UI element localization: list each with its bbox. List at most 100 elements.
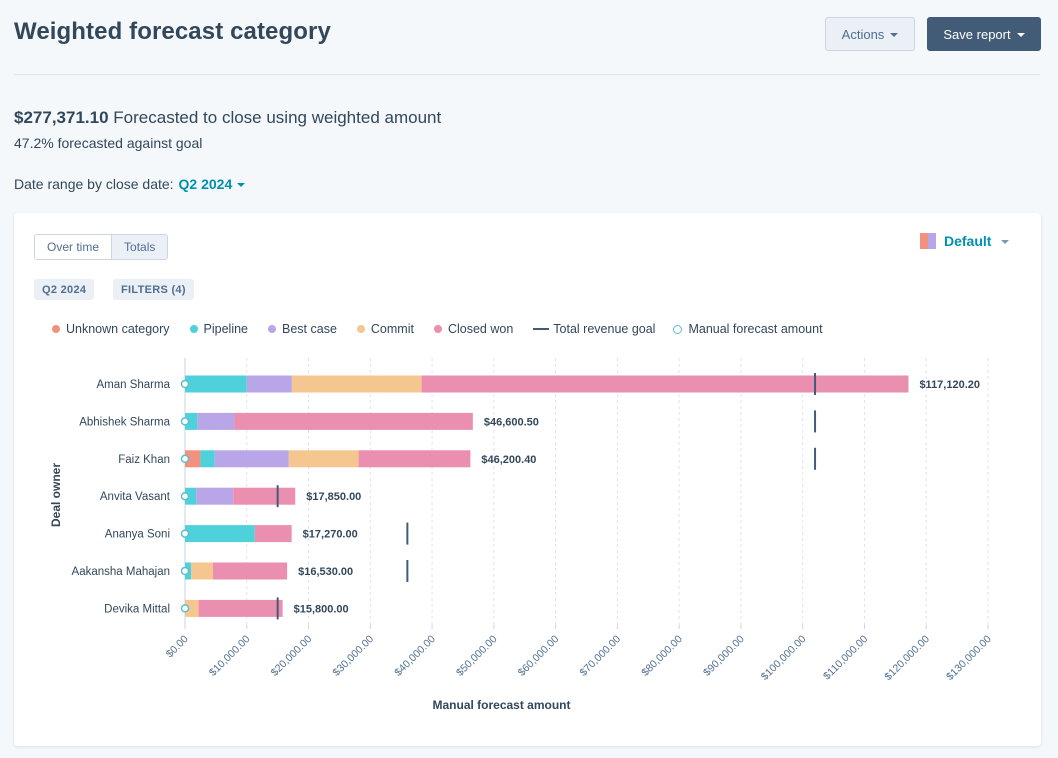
data-label: $16,530.00 <box>298 566 353 578</box>
save-report-label: Save report <box>943 26 1011 42</box>
legend-unknown[interactable]: Unknown category <box>52 322 170 336</box>
legend-dot <box>433 325 442 333</box>
legend-label: Commit <box>370 322 414 336</box>
forecast-summary: $277,371.10 Forecasted to close using we… <box>14 108 441 128</box>
legend-manual-forecast[interactable]: Manual forecast amount <box>673 322 823 336</box>
x-tick-label: $10,000.00 <box>207 633 253 679</box>
x-tick-label: $40,000.00 <box>392 633 438 679</box>
legend-ring <box>673 324 683 334</box>
view-selector[interactable]: Default <box>920 233 1010 249</box>
manual-forecast-marker <box>180 604 190 613</box>
filters-chip[interactable]: FILTERS (4) <box>113 279 194 300</box>
legend-best-case[interactable]: Best case <box>268 322 337 336</box>
manual-forecast-marker <box>180 417 190 426</box>
legend-closed-won[interactable]: Closed won <box>433 322 514 336</box>
x-tick-label: $30,000.00 <box>330 633 376 679</box>
manual-forecast-marker <box>180 379 190 389</box>
page-title: Weighted forecast category <box>14 18 331 45</box>
category-label: Aman Sharma <box>96 379 170 391</box>
legend-dot <box>52 325 60 333</box>
x-tick-label: $60,000.00 <box>516 633 562 679</box>
bar-segment-pipeline <box>185 487 197 505</box>
category-label: Anvita Vasant <box>100 491 171 503</box>
legend-commit[interactable]: Commit <box>356 322 414 336</box>
legend-label: Pipeline <box>203 322 249 336</box>
bar-segment-pipeline <box>200 450 215 468</box>
x-tick-label: $80,000.00 <box>639 633 685 679</box>
x-tick-label: $50,000.00 <box>454 633 500 679</box>
save-report-button[interactable]: Save report <box>927 17 1041 51</box>
bar-segment-pipeline <box>185 525 255 543</box>
bar-segment-closed_won <box>254 525 292 543</box>
x-tick-label: $100,000.00 <box>759 633 809 683</box>
bar-segment-unknown <box>185 450 201 468</box>
bar-segment-closed_won <box>358 450 471 468</box>
forecast-amount: $277,371.10 <box>14 108 109 127</box>
category-label: Abhishek Sharma <box>79 416 170 428</box>
x-tick-label: $70,000.00 <box>578 633 624 679</box>
chart-legend: Unknown category Pipeline Best case Comm… <box>52 322 843 336</box>
manual-forecast-marker <box>180 529 190 538</box>
tab-over-time[interactable]: Over time <box>35 235 112 259</box>
category-label: Devika Mittal <box>104 603 170 615</box>
manual-forecast-marker <box>180 454 190 464</box>
legend-label: Manual forecast amount <box>688 322 823 336</box>
chevron-down-icon <box>1016 32 1025 37</box>
chevron-down-icon <box>237 182 246 187</box>
bar-segment-commit <box>191 562 213 580</box>
bar-segment-closed_won <box>212 562 288 580</box>
bar-segment-closed_won <box>233 487 296 505</box>
x-tick-label: $130,000.00 <box>944 633 994 683</box>
date-range: Date range by close date: Q2 2024 <box>14 176 246 192</box>
x-tick-label: $20,000.00 <box>269 633 315 679</box>
legend-pipeline[interactable]: Pipeline <box>189 322 249 336</box>
manual-forecast-marker <box>180 491 190 501</box>
forecast-bar-chart: $0.00 $10,000.00 $20,000.00 $30,000.00 $40,0… <box>49 358 994 712</box>
x-axis-title: Manual forecast amount <box>432 698 570 712</box>
view-toggle: Over time Totals <box>34 234 169 260</box>
bar-segment-closed_won <box>234 412 473 430</box>
bar-segment-best_case <box>246 375 292 393</box>
bar-segment-pipeline <box>185 412 198 430</box>
x-tick-label: $90,000.00 <box>701 633 747 679</box>
bar-segment-best_case <box>214 450 289 468</box>
bar-segment-closed_won <box>421 375 909 393</box>
category-label: Ananya Soni <box>105 529 170 541</box>
date-range-value: Q2 2024 <box>178 176 233 192</box>
chevron-down-icon <box>1001 239 1010 244</box>
bar-segment-commit <box>185 599 199 617</box>
data-label: $46,600.50 <box>484 416 539 428</box>
data-label: $17,270.00 <box>303 529 358 541</box>
x-tick-label: $0.00 <box>164 633 191 660</box>
x-tick-label: $120,000.00 <box>882 633 932 683</box>
x-tick-label: $110,000.00 <box>821 633 870 682</box>
data-label: $17,850.00 <box>306 491 361 503</box>
category-label: Faiz Khan <box>118 454 170 466</box>
bar-segment-commit <box>291 375 422 393</box>
data-label: $15,800.00 <box>294 603 349 615</box>
legend-label: Best case <box>282 322 337 336</box>
period-chip[interactable]: Q2 2024 <box>34 279 95 300</box>
legend-line <box>533 328 550 330</box>
bar-segment-pipeline <box>185 375 247 393</box>
actions-button[interactable]: Actions <box>825 17 915 51</box>
forecast-text: Forecasted to close using weighted amoun… <box>113 108 442 127</box>
chart-card: Over time Totals Q2 2024 FILTERS (4) Def… <box>14 213 1041 746</box>
bar-segment-commit <box>288 450 359 468</box>
tab-totals[interactable]: Totals <box>111 235 168 259</box>
legend-dot <box>268 325 277 333</box>
legend-dot <box>189 325 198 333</box>
date-range-select[interactable]: Q2 2024 <box>179 176 246 192</box>
legend-label: Closed won <box>447 322 514 336</box>
goal-percentage: 47.2% forecasted against goal <box>14 135 203 151</box>
date-range-label: Date range by close date: <box>14 176 174 192</box>
legend-revenue-goal[interactable]: Total revenue goal <box>533 322 655 336</box>
bar-segment-closed_won <box>198 599 283 617</box>
legend-label: Unknown category <box>66 322 170 336</box>
category-label: Aakansha Mahajan <box>72 566 170 578</box>
legend-dot <box>356 325 365 333</box>
data-label: $46,200.40 <box>481 454 536 466</box>
manual-forecast-marker <box>180 566 190 576</box>
y-axis-title: Deal owner <box>49 463 63 527</box>
